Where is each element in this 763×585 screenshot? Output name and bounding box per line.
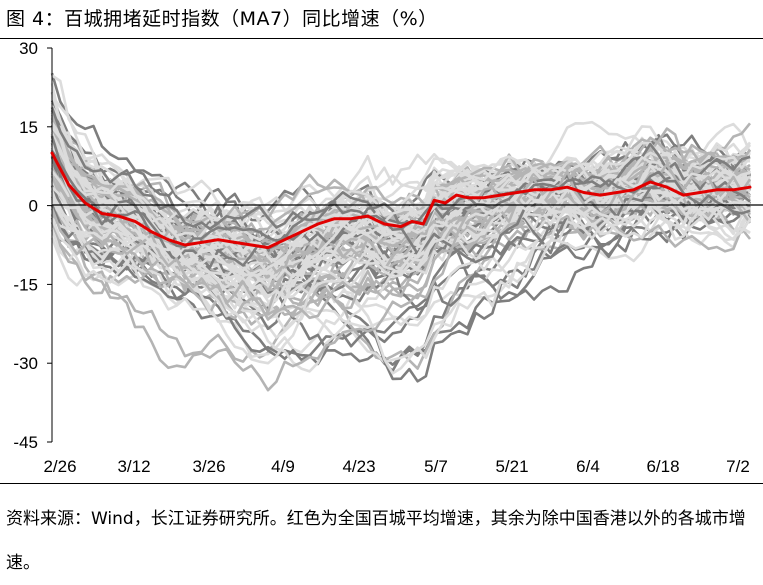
y-axis-ticks: 30 15 0 -15 -30 -45 — [13, 39, 52, 452]
x-tick-label: 4/23 — [342, 457, 375, 476]
x-tick-label: 3/26 — [192, 457, 225, 476]
x-tick-label: 4/9 — [271, 457, 295, 476]
city-line — [50, 126, 751, 324]
y-tick-label: 15 — [19, 118, 38, 137]
x-tick-label: 5/21 — [495, 457, 528, 476]
x-tick-label: 6/18 — [646, 457, 679, 476]
city-line — [50, 140, 751, 365]
line-chart: 30 15 0 -15 -30 -45 2/26 3/12 3/26 4/9 4/23 5/7 5/2… — [13, 39, 763, 476]
x-axis-ticks: 2/26 3/12 3/26 4/9 4/23 5/7 5/21 6/4 6/18 7/2 — [43, 457, 749, 476]
x-tick-label: 2/26 — [43, 457, 76, 476]
x-tick-label: 3/12 — [117, 457, 150, 476]
y-tick-label: 0 — [29, 197, 38, 216]
city-line — [50, 164, 751, 318]
top-rule — [0, 38, 763, 39]
bottom-rule — [0, 483, 763, 484]
y-tick-label: 30 — [19, 39, 38, 58]
y-tick-label: -15 — [13, 275, 38, 294]
city-line — [51, 186, 751, 281]
x-tick-label: 5/7 — [424, 457, 448, 476]
city-line — [50, 146, 752, 277]
y-tick-label: -45 — [13, 433, 38, 452]
city-line — [50, 126, 751, 250]
chart-title: 图 4：百城拥堵延时指数（MA7）同比增速（%） — [6, 8, 438, 30]
source-note: 资料来源：Wind，长江证券研究所。红色为全国百城平均增速，其余为除中国香港以外… — [6, 509, 746, 573]
city-lines-group — [50, 72, 752, 392]
x-tick-label: 7/2 — [726, 457, 750, 476]
city-line — [50, 191, 752, 392]
x-tick-label: 6/4 — [576, 457, 600, 476]
city-line — [50, 163, 752, 321]
y-tick-label: -30 — [13, 354, 38, 373]
national-average-line — [50, 151, 752, 250]
